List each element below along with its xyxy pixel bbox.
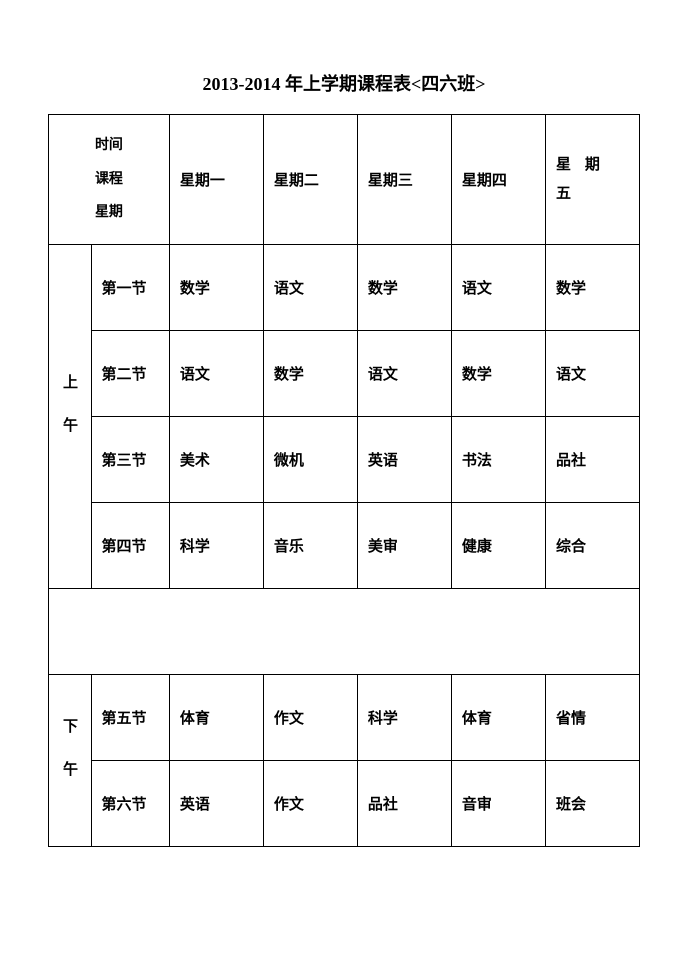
subject-cell: 语文	[451, 245, 545, 331]
subject-cell: 体育	[451, 675, 545, 761]
timetable: 时间 课程 星期 星期一 星期二 星期三 星期四 星 期 五 上午 第一节 数学…	[48, 114, 640, 847]
subject-cell: 语文	[263, 245, 357, 331]
subject-cell: 数学	[169, 245, 263, 331]
subject-cell: 数学	[545, 245, 639, 331]
subject-cell: 美审	[357, 503, 451, 589]
header-day-wed: 星期三	[357, 115, 451, 245]
table-row: 第三节 美术 微机 英语 书法 品社	[49, 417, 640, 503]
table-row: 上午 第一节 数学 语文 数学 语文 数学	[49, 245, 640, 331]
subject-cell: 班会	[545, 761, 639, 847]
subject-cell: 品社	[357, 761, 451, 847]
header-day-fri: 星 期 五	[545, 115, 639, 245]
period-cell: 第六节	[91, 761, 169, 847]
header-left-line2: 课程	[59, 163, 159, 197]
subject-cell: 微机	[263, 417, 357, 503]
subject-cell: 英语	[357, 417, 451, 503]
subject-cell: 科学	[169, 503, 263, 589]
subject-cell: 英语	[169, 761, 263, 847]
table-row: 下午 第五节 体育 作文 科学 体育 省情	[49, 675, 640, 761]
subject-cell: 语文	[545, 331, 639, 417]
friday-char3: 五	[556, 180, 629, 209]
subject-cell: 语文	[169, 331, 263, 417]
subject-cell: 书法	[451, 417, 545, 503]
subject-cell: 数学	[451, 331, 545, 417]
subject-cell: 音审	[451, 761, 545, 847]
subject-cell: 综合	[545, 503, 639, 589]
period-cell: 第五节	[91, 675, 169, 761]
header-left-cell: 时间 课程 星期	[49, 115, 170, 245]
subject-cell: 数学	[263, 331, 357, 417]
session-am: 上午	[49, 245, 92, 589]
header-left-line3: 星期	[59, 196, 159, 230]
subject-cell: 品社	[545, 417, 639, 503]
subject-cell: 科学	[357, 675, 451, 761]
session-pm: 下午	[49, 675, 92, 847]
subject-cell: 语文	[357, 331, 451, 417]
subject-cell: 作文	[263, 761, 357, 847]
subject-cell: 健康	[451, 503, 545, 589]
table-row: 第二节 语文 数学 语文 数学 语文	[49, 331, 640, 417]
period-cell: 第二节	[91, 331, 169, 417]
header-day-thu: 星期四	[451, 115, 545, 245]
subject-cell: 数学	[357, 245, 451, 331]
header-row: 时间 课程 星期 星期一 星期二 星期三 星期四 星 期 五	[49, 115, 640, 245]
subject-cell: 省情	[545, 675, 639, 761]
gap-row	[49, 589, 640, 675]
subject-cell: 美术	[169, 417, 263, 503]
period-cell: 第四节	[91, 503, 169, 589]
subject-cell: 体育	[169, 675, 263, 761]
friday-char1: 星	[556, 151, 571, 180]
gap-cell	[49, 589, 640, 675]
session-pm-label: 下午	[59, 718, 80, 804]
header-day-mon: 星期一	[169, 115, 263, 245]
table-row: 第四节 科学 音乐 美审 健康 综合	[49, 503, 640, 589]
table-row: 第六节 英语 作文 品社 音审 班会	[49, 761, 640, 847]
document-title: 2013-2014 年上学期课程表<四六班>	[48, 70, 640, 96]
period-cell: 第一节	[91, 245, 169, 331]
subject-cell: 作文	[263, 675, 357, 761]
header-left-line1: 时间	[59, 129, 159, 163]
period-cell: 第三节	[91, 417, 169, 503]
header-day-tue: 星期二	[263, 115, 357, 245]
session-am-label: 上午	[59, 374, 80, 460]
subject-cell: 音乐	[263, 503, 357, 589]
friday-char2: 期	[585, 151, 600, 180]
